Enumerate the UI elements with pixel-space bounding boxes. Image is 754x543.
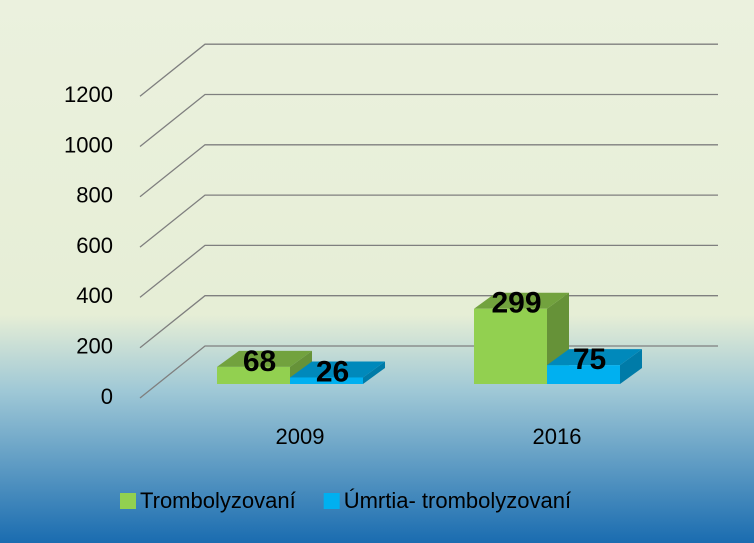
grid-line xyxy=(139,93,718,148)
bar-top xyxy=(474,292,569,309)
bar xyxy=(290,361,385,384)
data-label: 68 xyxy=(243,345,276,378)
y-tick-label: 1200 xyxy=(64,82,113,107)
data-label: 75 xyxy=(573,343,606,376)
y-tick-label: 400 xyxy=(76,283,113,308)
bar-front xyxy=(290,377,363,384)
bar-side xyxy=(620,349,642,384)
y-tick-label: 200 xyxy=(76,334,113,359)
x-tick-label: 2016 xyxy=(533,424,582,449)
data-label: 299 xyxy=(491,287,541,320)
y-tick-label: 1000 xyxy=(64,132,113,157)
bar-side xyxy=(363,361,385,384)
legend-label: Trombolyzovaní xyxy=(140,488,296,513)
grid-line xyxy=(139,244,718,298)
legend-swatch xyxy=(120,493,136,509)
bar-front xyxy=(474,308,547,384)
bar-top xyxy=(290,361,385,378)
grid-line xyxy=(139,43,718,97)
bar-top xyxy=(217,350,312,367)
data-label: 26 xyxy=(316,355,349,388)
grid-line xyxy=(139,194,718,248)
bar-top xyxy=(547,349,642,366)
grid-line xyxy=(139,144,718,198)
plot: 0 200 400 600 800 1000 1200 2009 68 26 2016 299 75 Tr… xyxy=(64,43,718,513)
y-tick-label: 0 xyxy=(101,384,113,409)
bar-front xyxy=(547,365,620,384)
legend-swatch xyxy=(323,493,340,509)
y-tick-label: 800 xyxy=(76,183,113,208)
bar xyxy=(547,349,642,384)
x-tick-label: 2009 xyxy=(276,424,325,449)
y-tick-label: 600 xyxy=(76,233,113,258)
legend-label: Úmrtia- trombolyzovaní xyxy=(344,488,571,513)
bar-front xyxy=(217,366,290,384)
